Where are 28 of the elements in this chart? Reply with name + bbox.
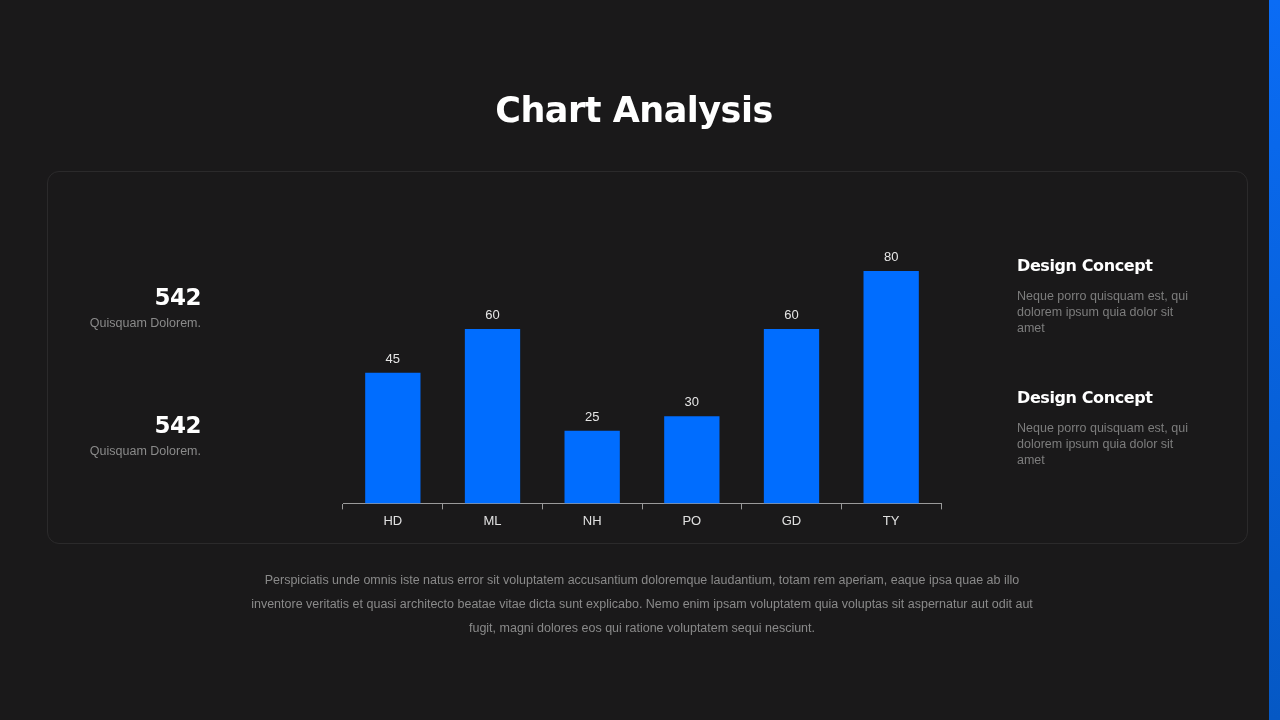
data-label: 25 bbox=[584, 408, 600, 424]
text: Design Concept bbox=[1017, 387, 1153, 409]
text: Quisquam Dolorem. bbox=[89, 315, 201, 331]
data-label: 30 bbox=[684, 394, 700, 410]
x-tick-label: PO bbox=[682, 512, 702, 528]
x-tick-label: NH bbox=[582, 512, 602, 528]
bar bbox=[664, 416, 720, 504]
text: Neque porro quisquam est, qui dolorem ipsum quia dolor sit amet bbox=[1017, 288, 1189, 336]
data-label: 80 bbox=[883, 249, 899, 265]
text: 542 bbox=[154, 283, 201, 311]
bar bbox=[863, 271, 919, 504]
x-tick-label: TY bbox=[882, 512, 900, 528]
text: Quisquam Dolorem. bbox=[89, 443, 201, 459]
x-tick-label: ML bbox=[483, 512, 502, 528]
data-label: 60 bbox=[784, 307, 799, 323]
bar bbox=[763, 329, 820, 504]
x-tick-label: GD bbox=[781, 512, 802, 528]
data-label: 45 bbox=[385, 350, 401, 366]
bar bbox=[564, 430, 620, 504]
data-label: 60 bbox=[485, 307, 500, 323]
text: 542 bbox=[154, 411, 201, 439]
bar bbox=[464, 329, 521, 504]
text: Perspiciatis unde omnis iste natus error sit voluptatem accusantium doloremque laudantium, totam rem aperiam, eaque ipsa quae ab illo inventore veritatis et quasi architecto beatae vitae dicta sunt explicabo. Nemo enim ipsam voluptatem quia voluptas sit aspernatur aut odit aut fugit, magni dolores eos qui ratione voluptatem sequi nesciunt. bbox=[250, 572, 1034, 637]
text: Neque porro quisquam est, qui dolorem ipsum quia dolor sit amet bbox=[1017, 420, 1189, 468]
text: Design Concept bbox=[1017, 255, 1153, 277]
bar bbox=[365, 372, 421, 504]
x-tick-label: HD bbox=[383, 512, 403, 528]
chart-title: Chart Analysis bbox=[494, 89, 774, 132]
